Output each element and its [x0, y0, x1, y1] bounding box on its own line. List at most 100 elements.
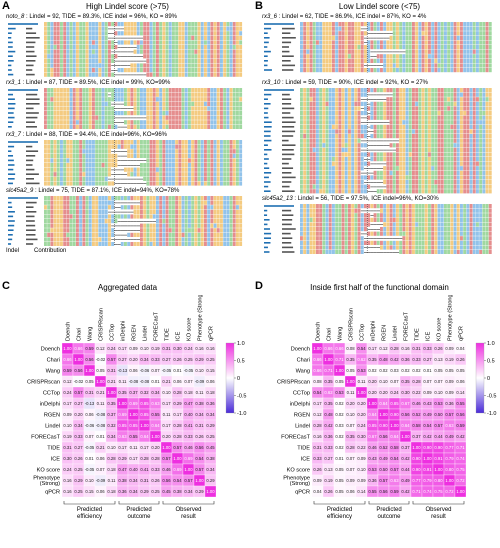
heatmap-cell-label: 0.10: [346, 412, 355, 417]
heatmap-cell-label: 0.35: [346, 357, 355, 362]
heatmap-cell-label: 0.11: [163, 412, 172, 417]
heatmap-cell-label: 0.36: [324, 434, 333, 439]
heatmap-cell-label: 0.57: [390, 467, 399, 472]
heatmap-cell-label: 0.54: [313, 390, 322, 395]
heatmap-cell-label: 0.17: [118, 346, 127, 351]
heatmap-cell-label: -0.05: [85, 467, 95, 472]
heatmap-cell-label: 0.53: [434, 401, 443, 406]
heatmap-cell-label: 0.33: [151, 357, 160, 362]
heatmap-cell-label: 0.10: [434, 390, 443, 395]
heatmap-cell-label: 0.17: [140, 445, 149, 450]
heatmap-cell-label: 0.35: [401, 379, 410, 384]
heatmap-cell-label: 0.15: [85, 489, 94, 494]
heatmap-cell-label: 0.35: [324, 379, 333, 384]
heatmap-col-label: inDelphi: [371, 321, 377, 341]
heatmap-cell-label: 0.01: [335, 456, 344, 461]
heatmap-cell-label: 0.29: [195, 489, 204, 494]
heatmap-cell-label: 0.26: [195, 434, 204, 439]
heatmap-cell-label: 0.59: [63, 368, 72, 373]
heatmap-cell-label: 0.28: [151, 456, 160, 461]
heatmap-cell-label: 0.20: [357, 401, 366, 406]
heatmap-cell-label: 0.64: [379, 401, 388, 406]
heatmap-cell-label: 0.57: [434, 423, 443, 428]
alignment-row: [264, 22, 492, 26]
heatmap-cell-label: 0.21: [96, 445, 105, 450]
alignment-row: [8, 31, 242, 35]
heatmap-cell-label: 0.01: [423, 368, 432, 373]
heatmap-cell-label: 1.00: [357, 390, 366, 395]
heatmap-row-label: ICE: [51, 457, 61, 463]
heatmap-cell-label: 0.79: [445, 456, 454, 461]
heatmap-cell-label: 0.63: [118, 434, 127, 439]
heatmap-cell-label: 0.47: [118, 467, 127, 472]
heatmap-cell-label: 0.05: [456, 368, 465, 373]
heatmap-cell-label: 0.01: [151, 379, 160, 384]
sample-title-a2: rx3_1 : Lindel = 87, TIDE = 89.5%, ICE i…: [6, 80, 170, 86]
heatmap-cell-label: 0.85: [140, 401, 149, 406]
heatmap-cell-label: 0.27: [74, 401, 83, 406]
heatmap-row-label: TIDE: [47, 446, 60, 452]
heatmap-cell-label: 0.05: [445, 368, 454, 373]
heatmap-cell-label: 0.05: [335, 379, 344, 384]
alignment-row: [264, 36, 492, 40]
heatmap-cell-label: 0.24: [357, 423, 366, 428]
group-label: result: [181, 514, 196, 520]
heatmap-cell-label: 0.49: [401, 478, 410, 483]
heatmap-row-label: CRISPRscan: [277, 380, 310, 386]
heatmap-cell-label: 0.91: [434, 456, 443, 461]
heatmap-cell-label: 0.20: [368, 379, 377, 384]
heatmap-cell-label: 0.53: [335, 390, 344, 395]
heatmap-cell-label: 0.66: [313, 368, 322, 373]
heatmap-cell-label: 1.00: [401, 434, 410, 439]
heatmap-cell-label: 0.85: [129, 423, 138, 428]
heatmap-col-label: CRISPRscan: [99, 308, 105, 341]
heatmap-cell-label: 0.24: [107, 346, 116, 351]
heatmap-cell-label: 0.26: [151, 478, 160, 483]
heatmap-row-label: Wang: [296, 369, 310, 375]
heatmap-cell-label: 0.36: [445, 401, 454, 406]
alignment-row: [8, 102, 242, 106]
heatmap-cell-label: 0.16: [206, 346, 215, 351]
heatmap-cell-label: 0.31: [85, 390, 94, 395]
heatmap-cell-label: 0.10: [357, 467, 366, 472]
heatmap-cell-label: -0.08: [96, 423, 106, 428]
heatmap-cell-label: 0.07: [390, 379, 399, 384]
heatmap-cell-label: 0.59: [390, 489, 399, 494]
heatmap-cell-label: 0.74: [423, 489, 432, 494]
heatmap-cell-label: 0.28: [173, 434, 182, 439]
heatmap-cell-label: 0.30: [357, 434, 366, 439]
heatmap-cell-label: 1.00: [107, 390, 116, 395]
heatmap-cell-label: 0.50: [379, 467, 388, 472]
alignment-row: [264, 162, 492, 166]
heatmap-cell-label: 0.05: [335, 478, 344, 483]
heatmap-cell-label: 0.27: [74, 445, 83, 450]
heatmap-cell-label: 0.29: [195, 357, 204, 362]
group-label: outcome: [127, 514, 151, 520]
heatmap-row-label: Doench: [291, 347, 310, 353]
heatmap-cell-label: 0.64: [401, 423, 410, 428]
heatmap-cell-label: 0.16: [195, 346, 204, 351]
heatmap-cell-label: 0.38: [195, 401, 204, 406]
heatmap-cell-label: 0.27: [118, 357, 127, 362]
heatmap-cell-label: 0.72: [445, 489, 454, 494]
heatmap-cell-label: 0.20: [162, 434, 171, 439]
colorbar-tick: 0: [487, 376, 490, 382]
heatmap-cell-label: 0.90: [434, 445, 443, 450]
heatmap-cell-label: 0.10: [107, 445, 116, 450]
heatmap-cell-label: 0.85: [140, 412, 149, 417]
heatmap-cell-label: 0.05: [335, 467, 344, 472]
heatmap-cell-label: 0.07: [85, 434, 94, 439]
alignment-row: [8, 237, 242, 241]
heatmap-cell-label: 0.54: [357, 346, 366, 351]
heatmap-cell-label: 0.10: [63, 423, 72, 428]
alignment-row: [8, 116, 242, 120]
heatmap-cell-label: 0.02: [335, 434, 344, 439]
heatmap-cell-label: 0.54: [423, 423, 432, 428]
footer-indel: Indel: [6, 248, 19, 254]
heatmap-cell-label: 0.05: [346, 368, 355, 373]
heatmap-cell-label: -0.05: [85, 445, 95, 450]
heatmap-cell-label: 0.90: [379, 423, 388, 428]
panel-a-title: High Lindel score (>75): [10, 2, 245, 11]
heatmap-cell-label: 0.80: [434, 478, 443, 483]
heatmap-cell-label: -0.05: [162, 368, 172, 373]
